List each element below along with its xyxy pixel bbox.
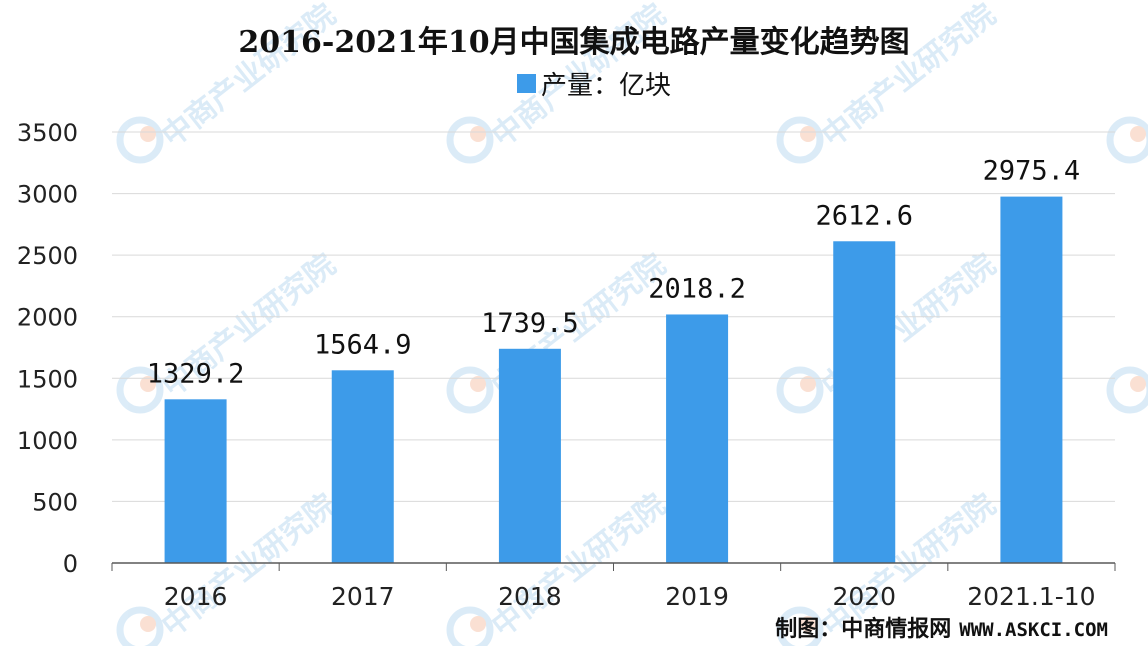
cci-logo-icon <box>446 116 494 164</box>
legend-swatch <box>517 74 536 93</box>
x-tick-label: 2020 <box>832 582 896 611</box>
x-tick-label: 2019 <box>665 582 729 611</box>
cci-logo-icon <box>446 366 494 414</box>
x-axis: 2016 2017 2018 2019 2020 2021.1-10 <box>111 562 1116 611</box>
legend-label: 产量：亿块 <box>541 71 671 101</box>
bar <box>1000 196 1063 563</box>
watermark: 中商产业研究院 <box>446 487 672 646</box>
bar <box>498 348 561 563</box>
cci-logo-dot <box>140 126 156 142</box>
cci-logo-icon <box>1106 116 1148 164</box>
cci-logo-icon <box>776 606 824 646</box>
data-label: 2612.6 <box>815 200 913 231</box>
y-tick-label: 500 <box>32 488 78 516</box>
watermark: 中商产业研究院 <box>1106 247 1148 414</box>
cci-logo-icon <box>776 116 824 164</box>
y-tick-label: 1000 <box>17 427 78 455</box>
cci-logo-icon <box>446 606 494 646</box>
y-tick-label: 1500 <box>17 365 78 393</box>
source-credit: 制图：中商情报网 WWW.ASKCI.COM <box>775 616 1108 642</box>
bar-series <box>164 196 1063 563</box>
cci-logo-icon <box>116 366 164 414</box>
bar <box>164 399 227 563</box>
watermark-text: 中商产业研究院 <box>155 0 342 154</box>
legend: 产量：亿块 <box>517 71 671 101</box>
watermark: 中商产业研究院 <box>116 487 342 646</box>
cci-logo-dot <box>470 376 486 392</box>
data-label: 2018.2 <box>648 273 746 304</box>
cci-logo-dot <box>800 616 816 632</box>
x-tick-label: 2017 <box>331 582 395 611</box>
watermark-text: 中商产业研究院 <box>815 0 1002 154</box>
x-tick-label: 2016 <box>164 582 228 611</box>
y-tick-label: 0 <box>63 550 78 578</box>
y-tick-label: 2500 <box>17 242 78 270</box>
bar <box>666 314 729 563</box>
source-url: WWW.ASKCI.COM <box>959 619 1108 641</box>
data-label: 2975.4 <box>983 156 1081 187</box>
data-labels: 1329.2 1564.9 1739.5 2018.2 2612.6 2975.4 <box>147 156 1080 390</box>
watermark: 中商产业研究院 <box>1106 0 1148 164</box>
bar <box>331 370 394 563</box>
cci-logo-dot <box>800 126 816 142</box>
cci-logo-dot <box>1130 376 1146 392</box>
data-label: 1564.9 <box>314 329 412 360</box>
cci-logo-icon <box>1106 366 1148 414</box>
y-axis-ticks: 0 500 1000 1500 2000 2500 3000 3500 <box>17 119 78 578</box>
x-tick-label: 2018 <box>498 582 562 611</box>
cci-logo-icon <box>116 116 164 164</box>
watermark: 中商产业研究院 <box>776 0 1002 164</box>
cci-logo-dot <box>470 616 486 632</box>
cci-logo-dot <box>140 616 156 632</box>
chart-title: 2016-2021年10月中国集成电路产量变化趋势图 <box>238 25 909 60</box>
cci-logo-icon <box>776 366 824 414</box>
cci-logo-dot <box>1130 126 1146 142</box>
data-label: 1329.2 <box>147 358 245 389</box>
cci-logo-dot <box>470 126 486 142</box>
bar <box>833 241 896 563</box>
gridlines <box>112 131 1115 502</box>
watermark: 中商产业研究院 <box>116 0 342 164</box>
y-tick-label: 3000 <box>17 181 78 209</box>
source-prefix: 制图：中商情报网 <box>775 616 951 642</box>
y-tick-label: 3500 <box>17 119 78 147</box>
cci-logo-dot <box>800 376 816 392</box>
cci-logo-dot <box>140 376 156 392</box>
x-tick-label: 2021.1-10 <box>967 582 1095 611</box>
data-label: 1739.5 <box>481 308 579 339</box>
cci-logo-icon <box>116 606 164 646</box>
y-tick-label: 2000 <box>17 304 78 332</box>
